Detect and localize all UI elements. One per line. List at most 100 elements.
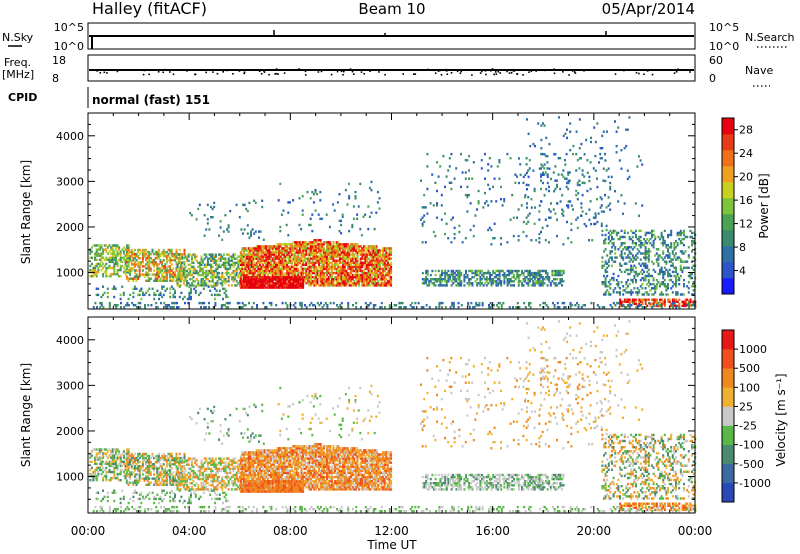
power-cell: [356, 273, 359, 277]
power-cell: [271, 257, 274, 260]
power-cell: [219, 255, 222, 258]
power-cell: [270, 255, 273, 258]
power-cell: [216, 276, 219, 279]
power-cell: [167, 271, 170, 274]
power-cell: [216, 267, 219, 271]
power-cell: [383, 265, 386, 269]
power-cell: [290, 265, 293, 269]
power-cell: [630, 266, 633, 269]
power-cell: [562, 169, 565, 172]
power-cell: [319, 257, 322, 260]
power-cell: [165, 275, 168, 278]
power-cell: [465, 276, 467, 279]
power-cell: [311, 229, 314, 233]
power-cell: [362, 276, 365, 279]
power-cell: [636, 165, 639, 168]
power-cell: [445, 282, 448, 285]
power-cell: [644, 233, 647, 237]
power-cell: [614, 256, 617, 259]
power-cell: [523, 301, 526, 305]
power-cell: [125, 250, 128, 254]
power-cell: [614, 252, 617, 255]
power-cell: [385, 267, 388, 271]
power-cell: [329, 249, 332, 252]
power-cell: [441, 271, 443, 275]
power-cell: [343, 257, 346, 260]
power-cell: [356, 276, 359, 279]
power-cell: [691, 276, 693, 280]
power-cell: [369, 267, 372, 271]
power-cell: [506, 282, 509, 285]
power-cell: [321, 284, 324, 287]
power-cell: [324, 278, 327, 281]
power-cell: [623, 231, 626, 235]
power-cell: [106, 266, 109, 270]
power-cell: [206, 284, 209, 287]
power-cell: [159, 259, 162, 262]
power-cell: [364, 253, 367, 256]
power-cell: [181, 273, 184, 277]
power-cell: [234, 284, 237, 287]
power-cell: [641, 242, 644, 245]
power-cell: [95, 252, 98, 255]
power-cell: [294, 276, 297, 279]
power-cell: [241, 249, 244, 252]
power-cell: [625, 287, 628, 290]
power-cell: [95, 270, 98, 274]
power-cell: [342, 269, 345, 273]
power-cell: [675, 252, 677, 255]
power-cell: [667, 293, 669, 296]
power-cell: [260, 251, 263, 254]
power-cell: [278, 271, 281, 275]
power-cell: [343, 273, 346, 277]
power-cell: [527, 282, 530, 285]
power-cell: [538, 204, 541, 207]
power-cell: [190, 278, 193, 281]
power-cell: [627, 272, 629, 276]
power-cell: [426, 271, 429, 275]
power-cell: [388, 267, 391, 271]
power-cell: [95, 293, 98, 297]
power-cell: [580, 202, 583, 205]
power-cell: [654, 298, 657, 301]
power-cell: [617, 291, 620, 294]
power-cell: [495, 269, 498, 273]
power-cell: [330, 257, 333, 260]
power-cell: [665, 260, 668, 263]
power-cell: [529, 280, 531, 283]
power-cell: [279, 249, 282, 252]
power-cell: [348, 280, 351, 283]
power-cell: [375, 269, 378, 273]
power-cell: [187, 273, 190, 277]
power-cell: [492, 278, 495, 281]
power-cell: [255, 251, 258, 254]
power-cell: [676, 304, 679, 308]
power-cell: [227, 259, 230, 262]
power-cell: [297, 253, 300, 256]
power-cell: [220, 306, 223, 309]
power-cell: [420, 179, 422, 182]
power-cell: [512, 234, 515, 238]
power-cell: [517, 269, 520, 273]
nsky-tick-top: 10^5: [54, 21, 84, 34]
power-cell: [157, 255, 160, 258]
power-cell: [609, 252, 612, 255]
power-cell: [252, 263, 255, 266]
power-cell: [314, 190, 317, 194]
power-cell: [372, 265, 375, 269]
power-cell: [276, 257, 279, 260]
power-cell: [157, 273, 160, 276]
power-cell: [232, 271, 235, 275]
power-cell: [300, 278, 303, 281]
power-cell: [164, 267, 167, 270]
power-cell: [322, 278, 325, 281]
power-cell: [284, 265, 287, 269]
power-cell: [488, 226, 491, 230]
power-cell: [327, 269, 330, 273]
power-cell: [434, 234, 437, 238]
power-cell: [206, 278, 209, 281]
power-cell: [646, 270, 649, 274]
power-cell: [148, 257, 151, 260]
freq-dot: [254, 69, 256, 71]
power-cell: [660, 256, 663, 259]
